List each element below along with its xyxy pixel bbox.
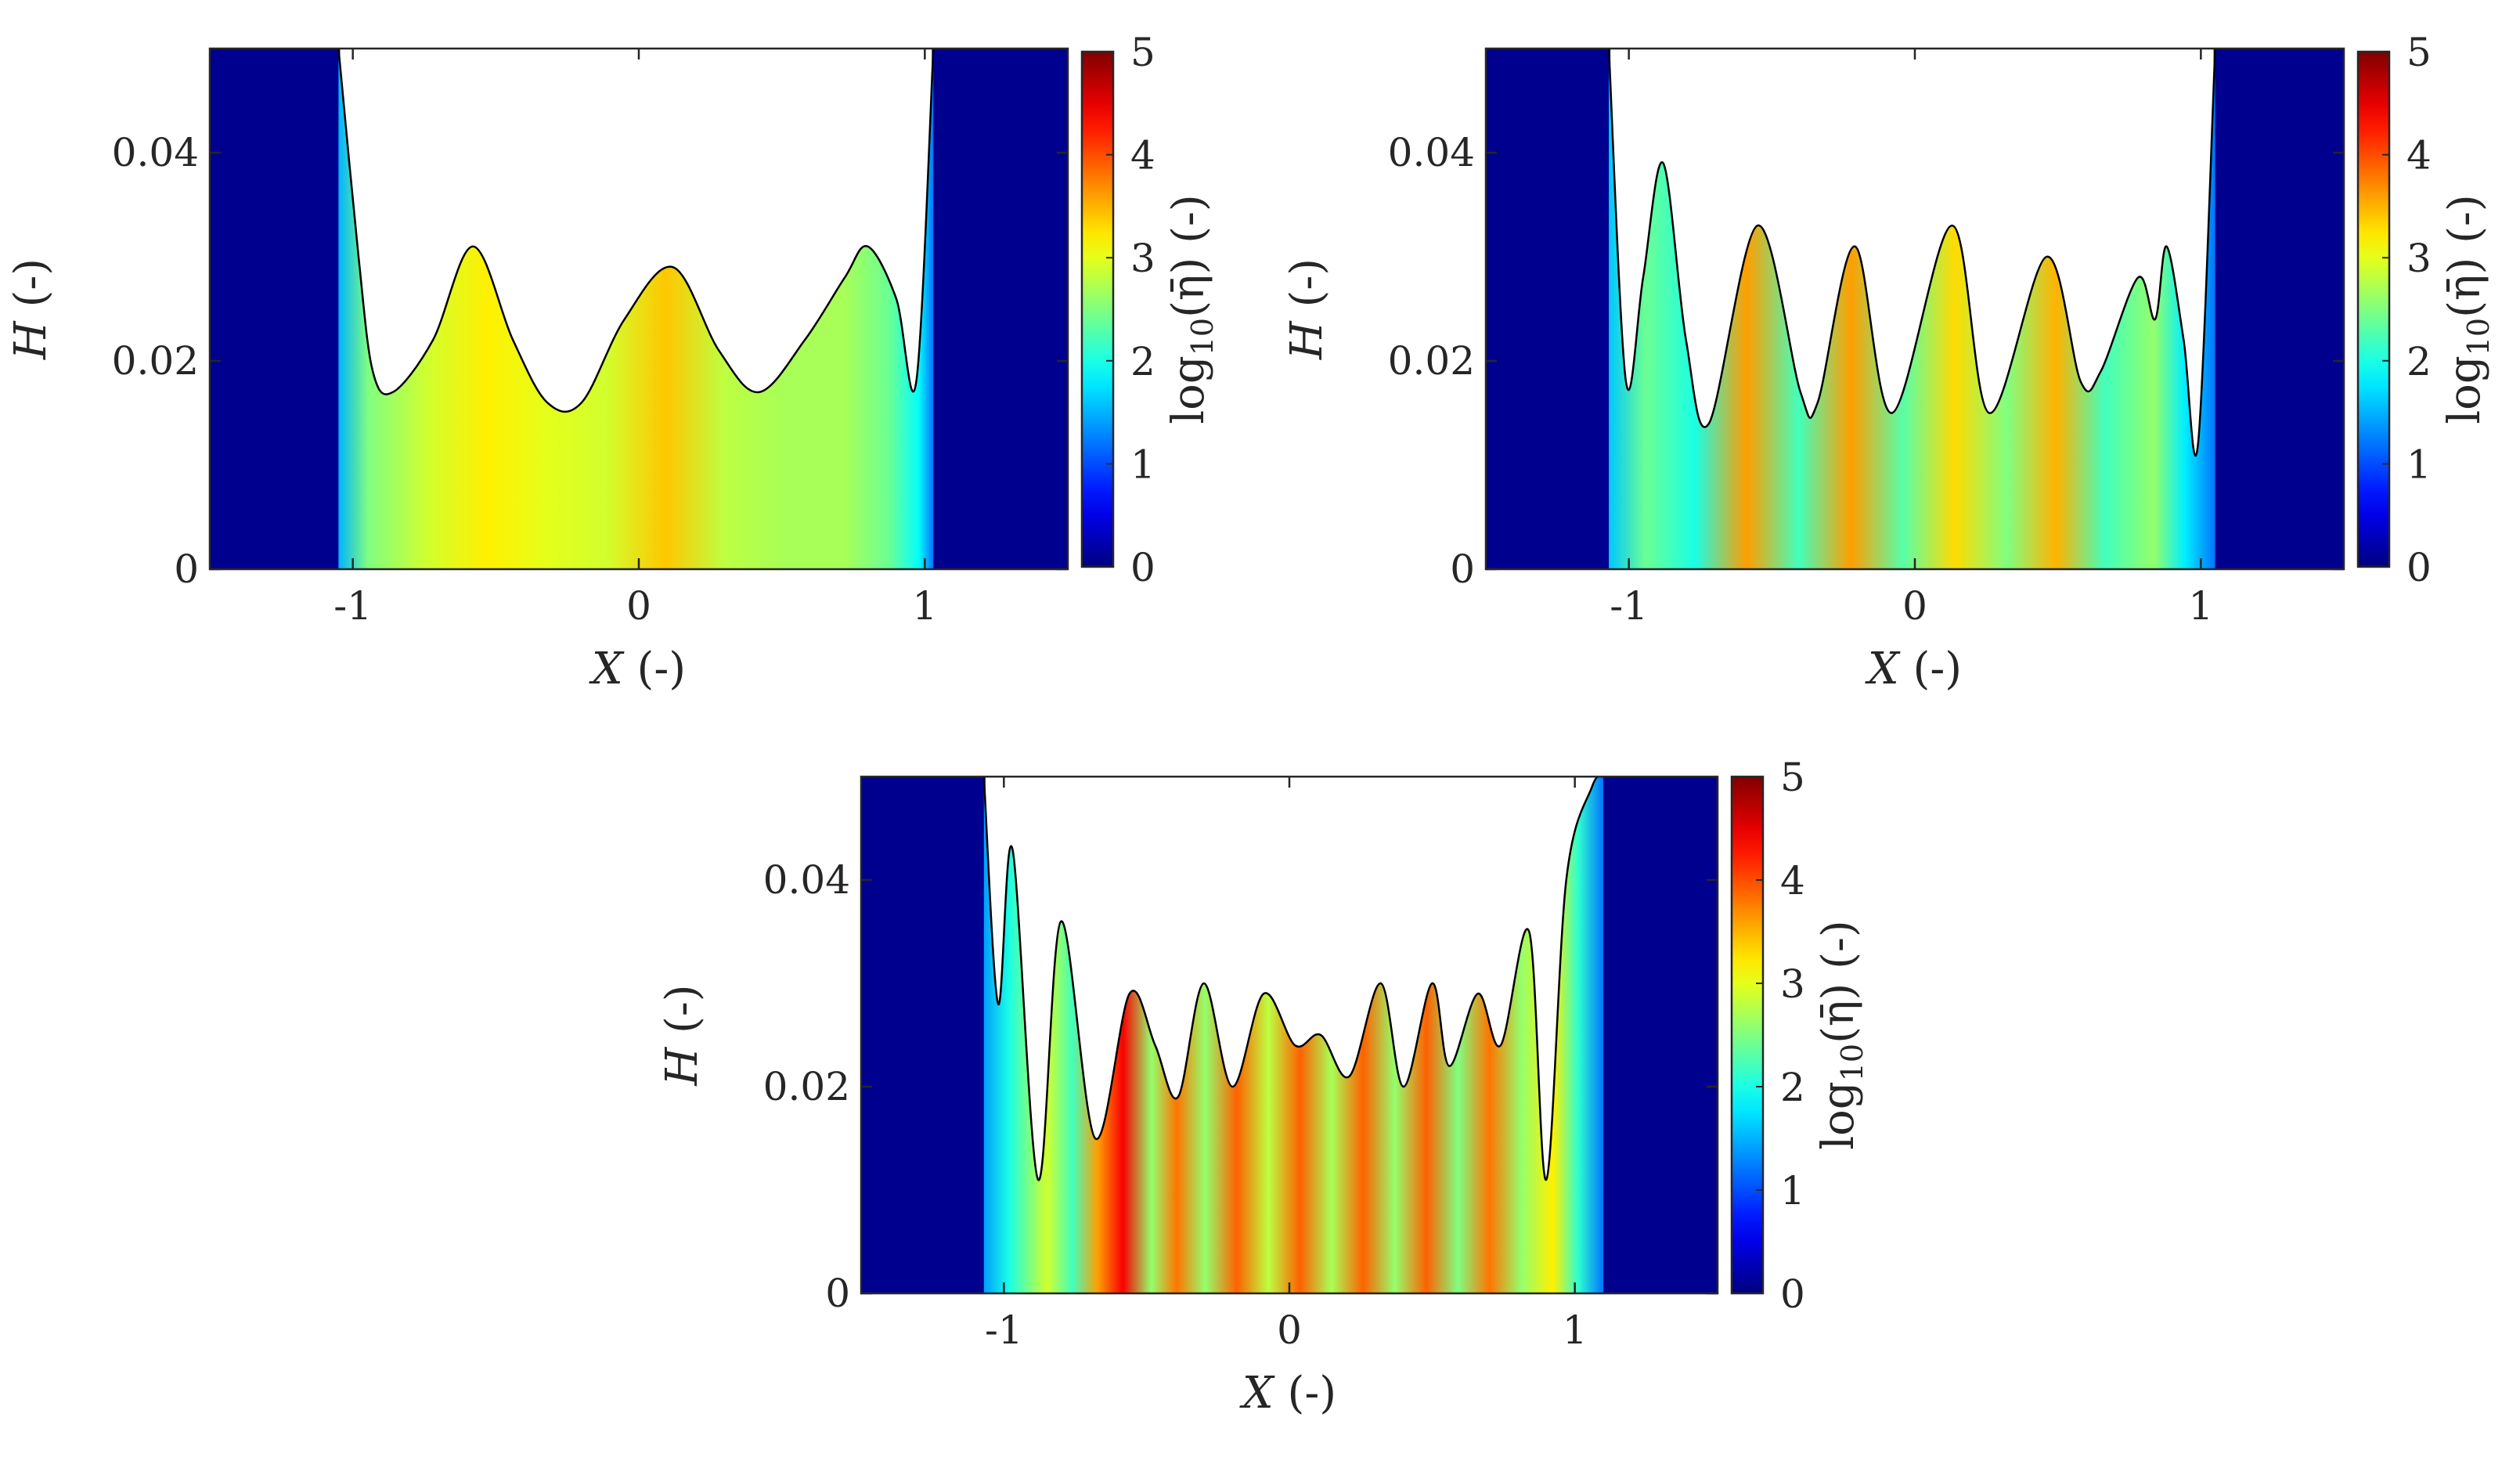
colorbar-label-arg: (η̄) [1163,258,1214,318]
x-tick-label: -1 [333,583,372,629]
colorbar-tick-label: 1 [1130,442,1155,487]
colorbar-tick-label: 4 [1130,133,1155,179]
colorbar-tick-label: 3 [2406,236,2432,281]
viscosity-field [338,49,934,569]
colorbar-label: log10(η̄) (-) [1813,920,1869,1150]
outside-region-right [932,49,1068,569]
y-axis-label: H (-) [5,258,56,360]
colorbar-tick-label: 2 [1780,1065,1805,1110]
plot-area [210,49,1068,569]
x-axis-label-var: X [589,644,625,694]
x-axis-label-unit: (-) [1274,1368,1336,1419]
colorbar-label-sub: 10 [1185,318,1220,355]
x-axis-label-unit: (-) [1899,644,1962,694]
outside-region-left [861,777,986,1293]
outside-region-right [2213,49,2344,569]
colorbar-tick-label: 1 [2406,442,2432,487]
x-axis-label-var: X [1239,1368,1275,1419]
colorbar-scale [1730,775,1765,1295]
colorbar-tick-label: 2 [2406,339,2432,384]
y-tick-label: 0.02 [112,338,199,384]
colorbar-label: log10(η̄) (-) [1163,194,1220,424]
free-surface-line [982,777,1604,1181]
colorbar-tick-label: 5 [2406,30,2432,75]
viscosity-field [983,777,1604,1293]
y-axis-label: H (-) [657,984,708,1086]
colorbar-label-arg: (η̄) [1813,983,1864,1044]
x-tick-label: 1 [912,583,937,629]
colorbar-tick-label: 2 [1130,339,1155,384]
outside-region-left [210,49,341,569]
x-tick-label: 1 [2188,583,2213,629]
y-tick-label: 0.02 [1388,338,1475,384]
colorbar: 0 1 2 3 4 5 log10(η̄) (-) [1730,755,1869,1317]
outside-region-left [1486,49,1611,569]
y-axis-label-var: H [5,320,56,360]
colorbar-tick-label: 4 [1780,858,1805,903]
x-axis-label: X (-) [1865,644,1962,694]
colorbar-label-sub: 10 [1835,1044,1869,1081]
y-axis-label-var: H [657,1047,708,1087]
x-axis-label-var: X [1865,644,1901,694]
x-tick-label: -1 [1610,583,1648,629]
y-axis-label-unit: (-) [657,984,708,1047]
colorbar-label-unit: (-) [1163,194,1214,257]
x-tick-label: 0 [1902,583,1927,629]
y-tick-label: 0.04 [112,130,199,175]
colorbar-tick-label: 0 [1780,1271,1805,1317]
x-axis-label: X (-) [1239,1368,1336,1419]
x-axis-label: X (-) [589,644,686,694]
x-tick-label: 0 [626,583,651,629]
x-axis-label-unit: (-) [623,644,686,694]
y-tick-label: 0 [1450,546,1475,592]
colorbar-label-unit: (-) [2439,194,2490,257]
colorbar-tick-label: 5 [1130,30,1155,75]
y-axis-label-unit: (-) [5,258,56,321]
colorbar-tick-label: 0 [2406,545,2432,590]
colorbar-scale [1080,50,1115,568]
colorbar: 0 1 2 3 4 5 log10(η̄) (-) [2356,30,2496,590]
plot-area [861,777,1718,1293]
outside-region-right [1602,777,1718,1293]
colorbar-tick-label: 0 [1130,545,1155,590]
viscosity-field [1609,49,2215,569]
colorbar-label-sub: 10 [2461,318,2496,355]
y-axis-label-unit: (-) [1282,258,1332,321]
colorbar-tick-label: 3 [1130,236,1155,281]
x-tick-label: 1 [1563,1307,1588,1353]
x-tick-label: -1 [985,1307,1023,1353]
y-tick-label: 0.04 [1388,130,1475,175]
free-surface-line [337,49,935,413]
y-tick-label: 0.02 [763,1064,850,1109]
free-surface-line [1607,49,2216,457]
y-tick-label: 0 [174,546,199,592]
colorbar-tick-label: 3 [1780,961,1805,1007]
colorbar-label-base: log [1163,355,1214,424]
y-tick-label: 0.04 [763,857,850,903]
colorbar-scale [2356,50,2391,568]
colorbar-label-unit: (-) [1813,920,1864,983]
colorbar-label-base: log [1813,1081,1864,1149]
x-tick-label: 0 [1277,1307,1302,1353]
y-axis-label: H (-) [1282,258,1332,360]
colorbar-tick-label: 1 [1780,1168,1805,1214]
plot-area [1486,49,2344,569]
y-axis-label-var: H [1282,320,1332,360]
colorbar-label: log10(η̄) (-) [2439,194,2496,424]
colorbar-label-base: log [2439,355,2490,424]
y-tick-label: 0 [825,1271,850,1316]
colorbar: 0 1 2 3 4 5 log10(η̄) (-) [1080,30,1220,590]
colorbar-label-arg: (η̄) [2439,258,2490,318]
colorbar-tick-label: 4 [2406,133,2432,179]
colorbar-tick-label: 5 [1780,755,1805,800]
